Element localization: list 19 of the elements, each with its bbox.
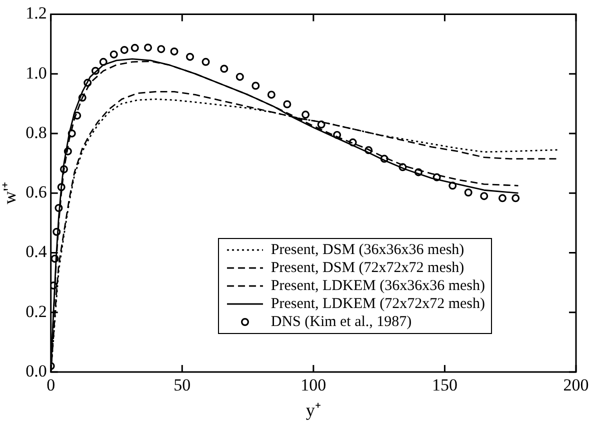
legend-label: Present, DSM (72x72x72 mesh) [270, 259, 464, 277]
y-tick-label: 0.6 [26, 182, 47, 202]
y-tick-label: 0.4 [26, 242, 48, 262]
y-tick-label: 1.0 [26, 63, 47, 82]
legend-label: Present, LDKEM (72x72x72 mesh) [270, 295, 485, 313]
x-axis-title: y⁺ [306, 400, 321, 420]
y-tick-label: 1.2 [26, 4, 47, 23]
x-tick-label: 200 [563, 376, 589, 395]
y-tick-label: 0.0 [26, 361, 47, 380]
x-tick-label: 0 [46, 376, 56, 395]
legend-label: Present, DSM (36x36x36 mesh) [270, 241, 464, 259]
x-tick-label: 50 [174, 376, 191, 395]
legend-label: DNS (Kim et al., 1987) [270, 313, 412, 331]
x-tick-label: 150 [432, 376, 458, 395]
y-tick-label: 0.2 [26, 302, 47, 321]
y-axis-title: w'⁺ [0, 182, 20, 204]
x-tick-label: 100 [300, 376, 326, 395]
legend-label: Present, LDKEM (36x36x36 mesh) [270, 277, 485, 295]
y-tick-label: 0.8 [26, 122, 47, 142]
